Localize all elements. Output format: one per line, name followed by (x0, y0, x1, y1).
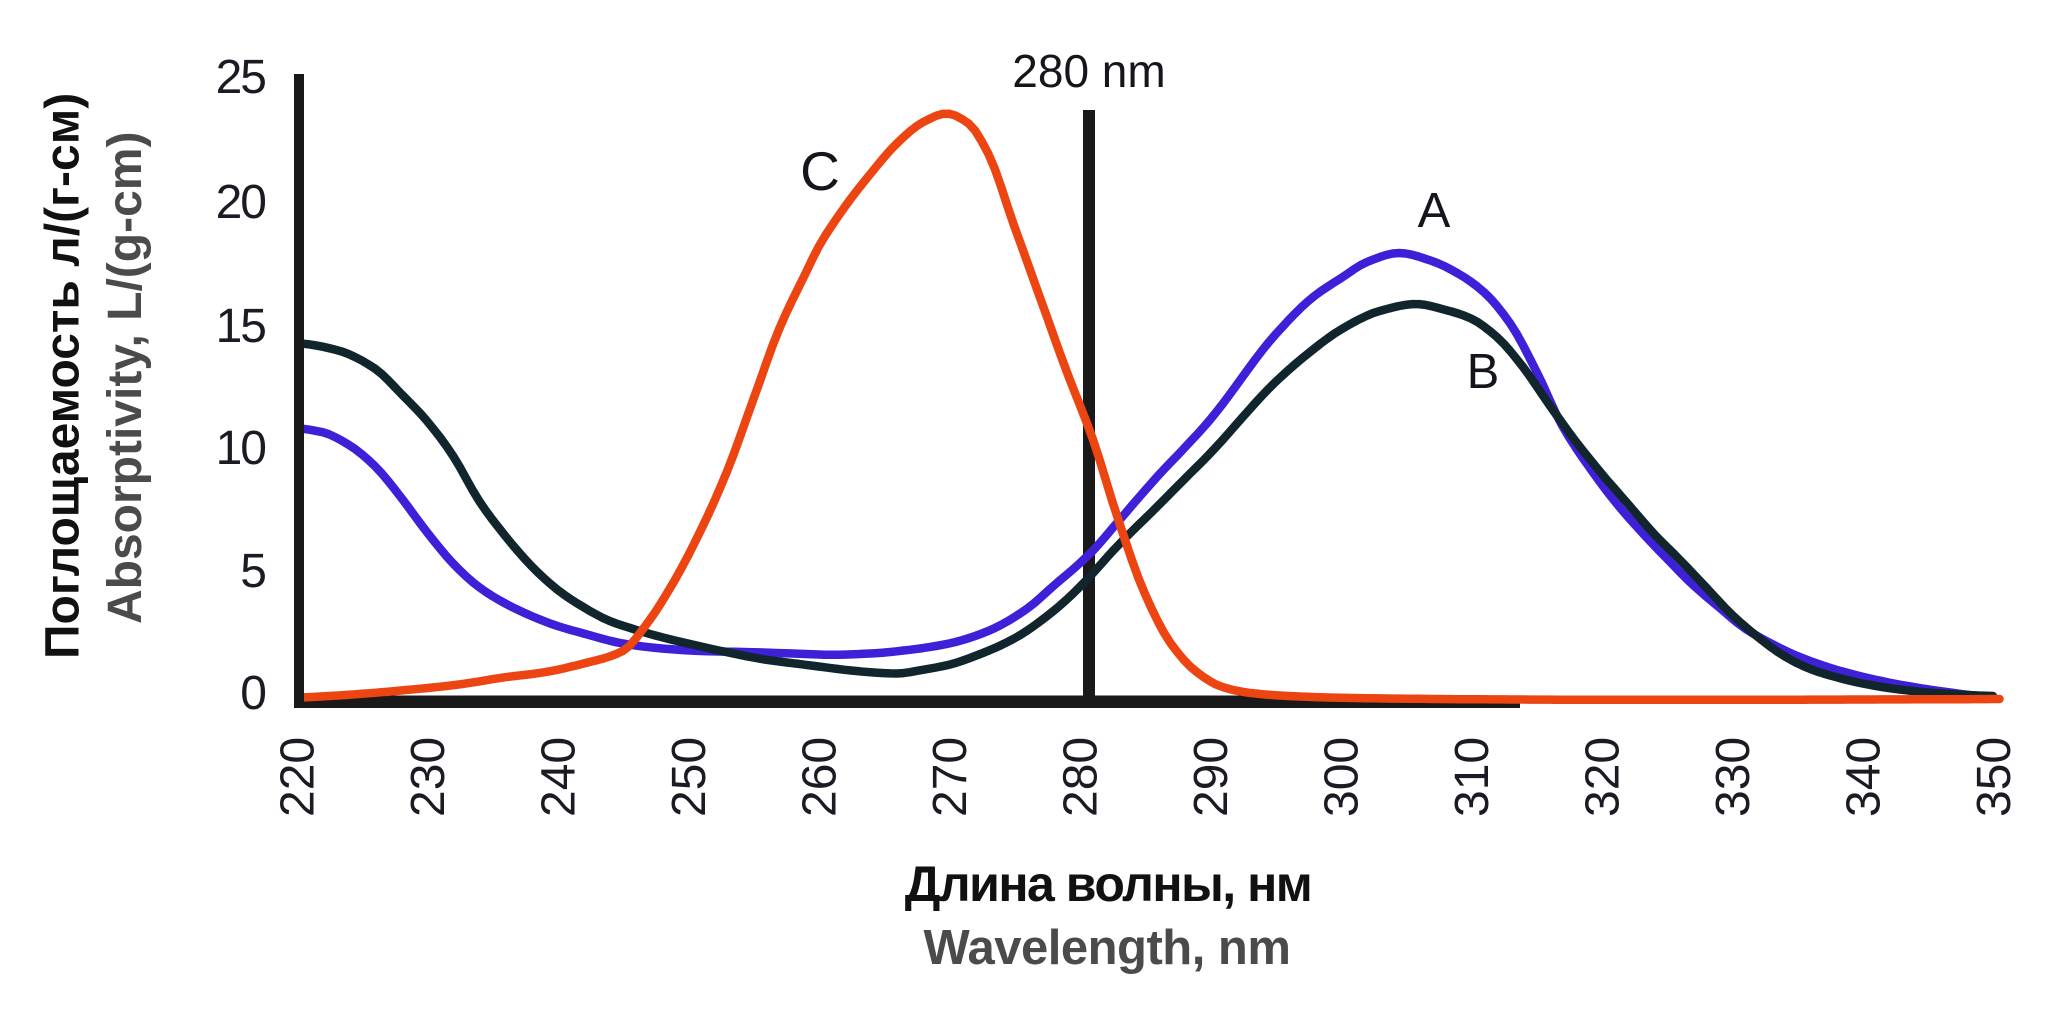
svg-text:C: C (800, 140, 840, 202)
svg-text:220: 220 (272, 737, 325, 817)
svg-text:230: 230 (402, 737, 455, 817)
svg-text:340: 340 (1838, 737, 1891, 817)
svg-text:290: 290 (1185, 737, 1238, 817)
svg-text:350: 350 (1968, 737, 2021, 817)
svg-text:260: 260 (794, 737, 847, 817)
svg-text:Absorptivity, L/(g-cm): Absorptivity, L/(g-cm) (99, 132, 152, 624)
svg-text:250: 250 (663, 737, 716, 817)
svg-text:240: 240 (533, 737, 586, 817)
svg-text:Поглощаемость л/(г-см): Поглощаемость л/(г-см) (37, 93, 90, 659)
svg-text:Длина волны, нм: Длина волны, нм (905, 856, 1312, 912)
svg-text:300: 300 (1316, 737, 1369, 817)
svg-text:10: 10 (216, 422, 266, 475)
svg-text:Wavelength, nm: Wavelength, nm (924, 921, 1291, 975)
svg-text:310: 310 (1446, 737, 1499, 817)
svg-text:B: B (1467, 345, 1500, 399)
svg-text:20: 20 (216, 176, 266, 229)
svg-text:280 nm: 280 nm (1012, 45, 1165, 97)
svg-text:A: A (1418, 184, 1451, 238)
svg-text:280: 280 (1055, 737, 1108, 817)
svg-text:25: 25 (216, 51, 266, 104)
svg-text:15: 15 (216, 300, 266, 353)
svg-text:330: 330 (1707, 737, 1760, 817)
svg-text:0: 0 (240, 667, 265, 720)
svg-text:5: 5 (240, 545, 265, 598)
svg-text:320: 320 (1577, 737, 1630, 817)
svg-text:270: 270 (924, 737, 977, 817)
